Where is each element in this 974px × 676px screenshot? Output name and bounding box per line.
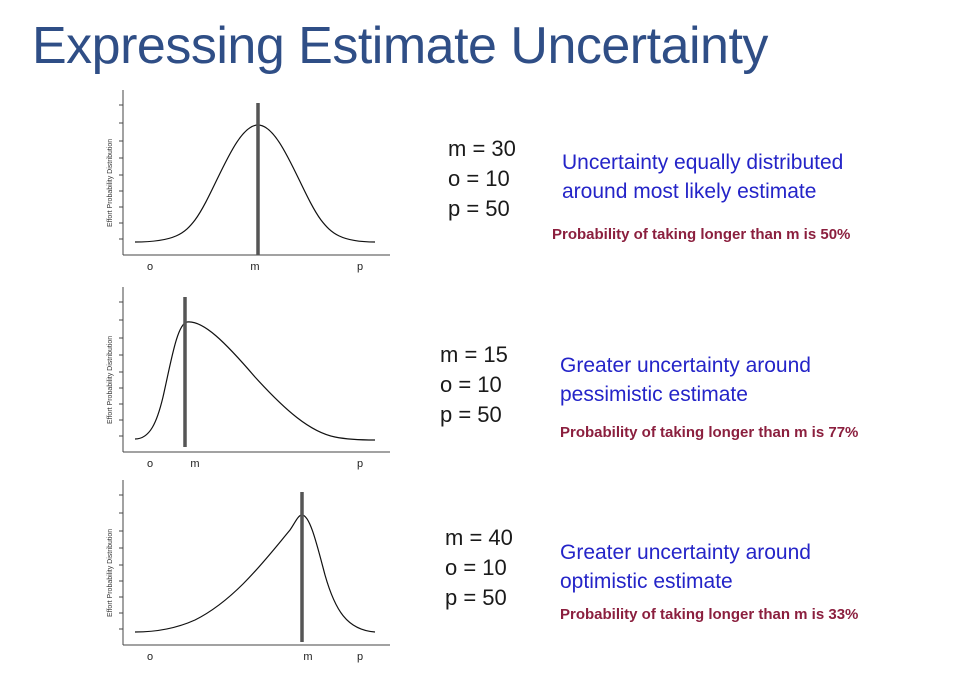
description-line: around most likely estimate (562, 180, 817, 203)
description-line: Greater uncertainty around (560, 354, 811, 377)
x-label-o: o (147, 651, 153, 663)
distribution-curve (134, 321, 376, 441)
param-p: p = 50 (445, 585, 507, 610)
distribution-curve (134, 514, 376, 633)
distribution-panel-left-skewed: Effort Probability Distribution o m p (95, 475, 395, 665)
description-line: Greater uncertainty around (560, 541, 811, 564)
param-m: m = 30 (448, 136, 516, 161)
x-label-p: p (357, 651, 363, 663)
estimate-params-2: m = 15 o = 10 p = 50 (440, 340, 508, 430)
param-o: o = 10 (445, 555, 507, 580)
description-line: optimistic estimate (560, 570, 733, 593)
x-label-m: m (303, 651, 312, 663)
param-m: m = 40 (445, 525, 513, 550)
description-2: Greater uncertainty around pessimistic e… (560, 351, 811, 409)
y-axis-label: Effort Probability Distribution (107, 336, 114, 424)
distribution-chart-right-skewed: Effort Probability Distribution o m p (107, 287, 390, 470)
probability-note-1: Probability of taking longer than m is 5… (552, 226, 851, 243)
distribution-curve (134, 124, 376, 243)
param-p: p = 50 (448, 196, 510, 221)
y-axis-ticks (119, 104, 123, 240)
y-axis-label: Effort Probability Distribution (107, 529, 114, 617)
param-p: p = 50 (440, 402, 502, 427)
x-label-p: p (357, 458, 363, 470)
probability-note-3: Probability of taking longer than m is 3… (560, 606, 859, 623)
y-axis-label: Effort Probability Distribution (107, 139, 114, 227)
y-axis-ticks (119, 494, 123, 630)
param-o: o = 10 (440, 372, 502, 397)
distribution-panel-symmetric: Effort Probability Distribution o m p (95, 85, 395, 275)
distribution-chart-left-skewed: Effort Probability Distribution o m p (107, 480, 390, 663)
y-axis-ticks (119, 301, 123, 437)
estimate-params-3: m = 40 o = 10 p = 50 (445, 523, 513, 613)
distribution-panel-right-skewed: Effort Probability Distribution o m p (95, 282, 395, 472)
description-3: Greater uncertainty around optimistic es… (560, 538, 811, 596)
x-label-o: o (147, 261, 153, 273)
x-label-m: m (190, 458, 199, 470)
estimate-params-1: m = 30 o = 10 p = 50 (448, 134, 516, 224)
distribution-chart-symmetric: Effort Probability Distribution o m p (107, 90, 390, 273)
x-label-o: o (147, 458, 153, 470)
description-1: Uncertainty equally distributed around m… (562, 148, 843, 206)
probability-note-2: Probability of taking longer than m is 7… (560, 424, 859, 441)
description-line: pessimistic estimate (560, 383, 748, 406)
param-m: m = 15 (440, 342, 508, 367)
description-line: Uncertainty equally distributed (562, 151, 844, 174)
param-o: o = 10 (448, 166, 510, 191)
x-label-m: m (250, 261, 259, 273)
slide-title: Expressing Estimate Uncertainty (32, 17, 768, 75)
x-label-p: p (357, 261, 363, 273)
